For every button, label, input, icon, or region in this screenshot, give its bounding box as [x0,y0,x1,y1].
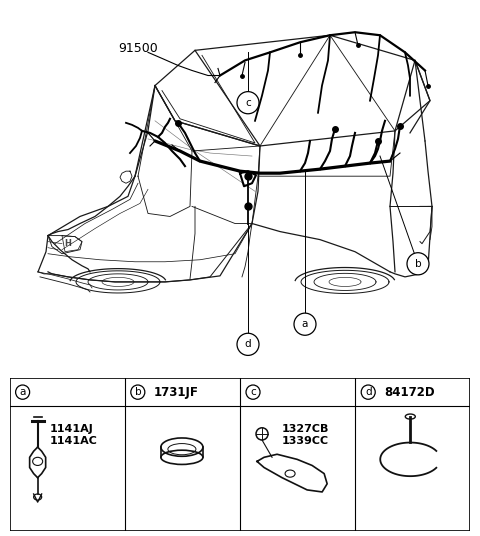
Circle shape [246,385,260,399]
Text: 1141AC: 1141AC [49,436,97,446]
Text: c: c [245,98,251,108]
Text: 1141AJ: 1141AJ [49,424,94,434]
Text: b: b [134,387,141,397]
Text: H: H [65,239,72,248]
Text: 84172D: 84172D [384,385,435,399]
Text: d: d [245,339,252,349]
Circle shape [237,333,259,355]
Text: 1327CB: 1327CB [282,424,329,434]
Text: b: b [415,259,421,269]
Text: 91500: 91500 [118,42,158,55]
Circle shape [131,385,145,399]
Circle shape [16,385,30,399]
Text: a: a [19,387,26,397]
Text: 1339CC: 1339CC [282,436,329,446]
Circle shape [294,313,316,336]
Circle shape [237,92,259,114]
Text: a: a [302,319,308,329]
Text: c: c [250,387,256,397]
Circle shape [407,252,429,275]
Circle shape [361,385,375,399]
Text: 1731JF: 1731JF [154,385,199,399]
Text: d: d [365,387,372,397]
